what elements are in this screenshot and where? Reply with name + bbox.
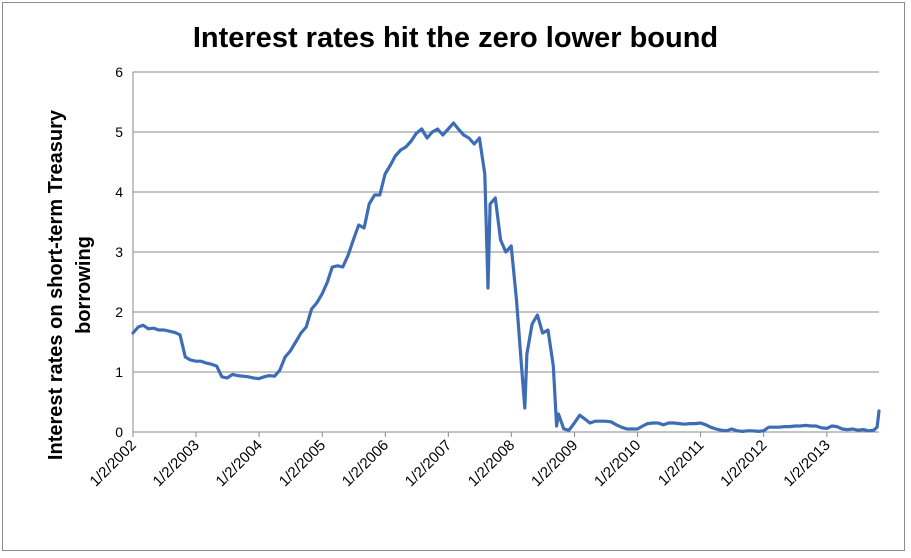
x-tick-labels: 1/2/2002 1/2/2003 1/2/2004 1/2/2005 1/2/2006… [87, 437, 834, 490]
x-tick-label: 1/2/2012 [717, 437, 770, 490]
y-tick-label: 2 [115, 304, 123, 320]
x-tick-label: 1/2/2005 [276, 437, 329, 490]
y-tick-labels: 0 1 2 3 4 5 6 [115, 64, 123, 440]
y-tick-label: 1 [115, 364, 123, 380]
gridlines [133, 71, 879, 373]
x-tick-label: 1/2/2009 [528, 437, 581, 490]
axes [132, 72, 879, 437]
x-tick-label: 1/2/2008 [465, 437, 518, 490]
y-tick-label: 0 [115, 424, 123, 440]
x-tick-label: 1/2/2004 [213, 437, 266, 490]
chart-frame [2, 2, 905, 551]
x-tick-label: 1/2/2007 [402, 437, 455, 490]
series-line-0 [131, 121, 881, 433]
x-tick-label: 1/2/2010 [591, 437, 644, 490]
x-tick-label: 1/2/2003 [150, 437, 203, 490]
chart-title: Interest rates hit the zero lower bound [192, 22, 719, 54]
series-group [131, 121, 881, 433]
y-tick-label: 5 [115, 124, 123, 140]
y-tick-label: 4 [115, 184, 123, 200]
y-tick-label: 6 [115, 64, 123, 80]
x-tick-label: 1/2/2013 [780, 437, 833, 490]
x-tick-label: 1/2/2011 [655, 437, 708, 490]
x-tick-label: 1/2/2002 [87, 437, 140, 490]
x-tick-label: 1/2/2006 [339, 437, 392, 490]
y-tick-label: 3 [115, 244, 123, 260]
